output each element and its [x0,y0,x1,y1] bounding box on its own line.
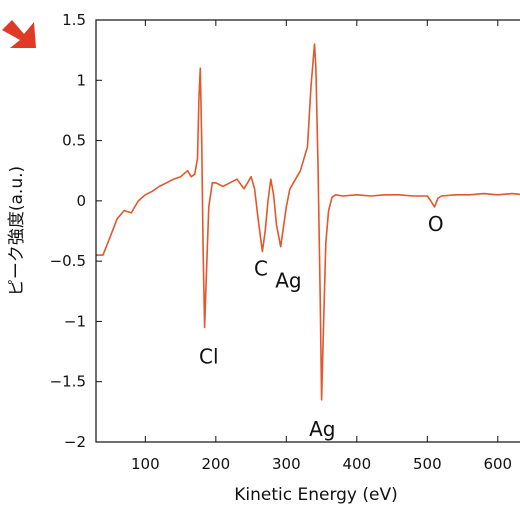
peak-label: O [428,212,444,236]
y-tick-label: −2 [64,433,86,451]
y-tick-label: 0.5 [62,132,86,150]
y-tick-label: −0.5 [50,252,86,270]
peak-label: C [254,257,268,281]
y-tick-label: −1 [64,312,86,330]
x-tick-label: 100 [131,455,160,473]
x-tick-label: 600 [483,455,512,473]
x-tick-label: 400 [342,455,371,473]
peak-label: Ag [275,269,301,293]
peak-annotations: Cl C Ag Ag O [199,212,444,441]
series-line [96,43,520,401]
peak-label: Cl [199,345,219,369]
x-tick-label: 300 [272,455,301,473]
x-axis-label: Kinetic Energy (eV) [234,485,398,505]
y-tick-label: −1.5 [50,373,86,391]
axis-ticks [96,19,499,443]
peak-label: Ag [309,417,335,441]
red-arrow-icon [2,20,36,48]
y-axis-label: ピーク強度(a.u.) [7,166,27,296]
y-tick-label: 0 [76,192,86,210]
y-tick-label: 1 [76,71,86,89]
x-tick-label: 200 [202,455,231,473]
plot-frame [95,19,520,443]
y-tick-label: 1.5 [62,11,86,29]
x-tick-labels: 100 200 300 400 500 600 [131,455,512,473]
y-tick-labels: 1.5 1 0.5 0 −0.5 −1 −1.5 −2 [50,11,86,451]
x-tick-label: 500 [413,455,442,473]
